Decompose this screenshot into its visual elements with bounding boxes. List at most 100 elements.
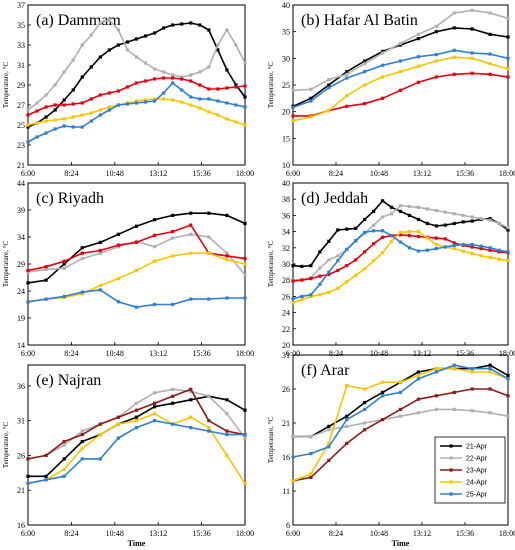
plot-frame xyxy=(292,354,509,526)
data-point xyxy=(243,84,247,88)
y-axis-label: Temperature, °C xyxy=(2,62,10,109)
data-point xyxy=(98,432,102,437)
data-point xyxy=(225,432,229,437)
data-point xyxy=(309,293,313,297)
x-tick-label: 15:36 xyxy=(456,349,474,358)
data-point xyxy=(300,264,304,269)
series-line-21-Apr xyxy=(27,212,246,284)
data-point xyxy=(71,58,75,62)
data-point xyxy=(470,245,474,249)
data-point xyxy=(300,278,304,282)
y-tick-label: 26 xyxy=(17,451,25,460)
data-point xyxy=(234,120,238,124)
data-point xyxy=(243,95,247,99)
data-point xyxy=(506,16,510,20)
data-point xyxy=(380,215,385,219)
data-point xyxy=(363,401,367,405)
data-point xyxy=(470,409,474,413)
x-tick-label: 8:24 xyxy=(64,169,78,178)
data-point xyxy=(497,248,501,252)
data-point xyxy=(452,390,456,394)
x-tick-label: 15:36 xyxy=(192,169,210,178)
data-point xyxy=(162,70,166,74)
y-tick-label: 26 xyxy=(282,292,290,301)
y-tick-label: 33 xyxy=(17,41,25,50)
data-point xyxy=(234,83,238,87)
data-point xyxy=(198,97,202,101)
data-point xyxy=(380,229,385,233)
data-point xyxy=(309,96,313,100)
x-tick-label: 6:00 xyxy=(21,349,35,358)
data-point xyxy=(225,117,229,121)
data-point xyxy=(291,88,295,92)
y-tick-label: 31 xyxy=(17,61,25,70)
data-point xyxy=(62,467,66,471)
data-point xyxy=(336,259,340,263)
data-point xyxy=(62,262,66,266)
data-point xyxy=(345,418,349,422)
data-point xyxy=(189,21,193,25)
data-point xyxy=(44,131,48,135)
data-point xyxy=(26,268,30,273)
data-point xyxy=(216,43,220,47)
data-point xyxy=(363,230,367,235)
data-point xyxy=(189,223,193,227)
data-point xyxy=(134,415,139,419)
chart-panel-5: 16 21 26 31 36 6:00 8:24 10:48 13:12 15:36 18:00 Te… xyxy=(2,364,254,548)
data-point xyxy=(171,98,175,102)
data-point xyxy=(488,246,492,250)
data-point xyxy=(452,407,456,411)
x-tick-label: 6:00 xyxy=(286,169,300,178)
data-point xyxy=(134,99,139,103)
data-point xyxy=(506,250,510,254)
data-point xyxy=(98,21,102,25)
y-tick-label: 30 xyxy=(282,54,290,63)
data-point xyxy=(143,100,148,104)
data-point xyxy=(80,290,84,294)
data-point xyxy=(291,105,295,109)
data-point xyxy=(327,428,331,432)
data-point xyxy=(461,220,465,224)
data-point xyxy=(318,274,322,278)
x-tick-label: 6:00 xyxy=(21,169,35,178)
data-point xyxy=(243,61,247,65)
data-point xyxy=(506,75,510,79)
data-point xyxy=(107,48,111,52)
data-point xyxy=(152,77,157,81)
x-tick-label: 13:12 xyxy=(149,349,167,358)
data-point xyxy=(243,296,247,300)
data-point xyxy=(327,78,331,82)
data-point xyxy=(80,432,84,437)
data-point xyxy=(207,28,211,32)
data-point xyxy=(152,302,157,307)
data-point xyxy=(470,56,474,60)
data-point xyxy=(416,55,421,59)
data-point xyxy=(234,103,238,107)
x-tick-label: 18:00 xyxy=(499,529,515,538)
series-line-22-Apr xyxy=(293,408,509,438)
data-point xyxy=(434,24,438,28)
data-point xyxy=(336,228,340,232)
data-point xyxy=(363,62,367,66)
data-point xyxy=(171,23,175,27)
data-point xyxy=(152,233,157,237)
legend-marker xyxy=(449,444,453,448)
y-tick-label: 16 xyxy=(17,521,25,530)
data-point xyxy=(162,91,166,95)
data-point xyxy=(44,115,48,119)
data-point xyxy=(134,240,139,244)
data-point xyxy=(398,407,403,411)
y-tick-label: 26 xyxy=(282,385,290,394)
data-point xyxy=(389,234,394,238)
data-point xyxy=(479,217,483,221)
x-tick-label: 10:48 xyxy=(106,349,124,358)
panel-title: (b) Hafar Al Batin xyxy=(301,12,418,29)
y-tick-label: 40 xyxy=(282,1,290,10)
y-tick-label: 28 xyxy=(282,276,290,285)
data-point xyxy=(189,426,193,430)
y-tick-label: 35 xyxy=(17,21,25,30)
data-point xyxy=(363,250,367,254)
data-point xyxy=(180,75,184,79)
data-point xyxy=(152,401,157,405)
y-tick-label: 6 xyxy=(286,521,290,530)
